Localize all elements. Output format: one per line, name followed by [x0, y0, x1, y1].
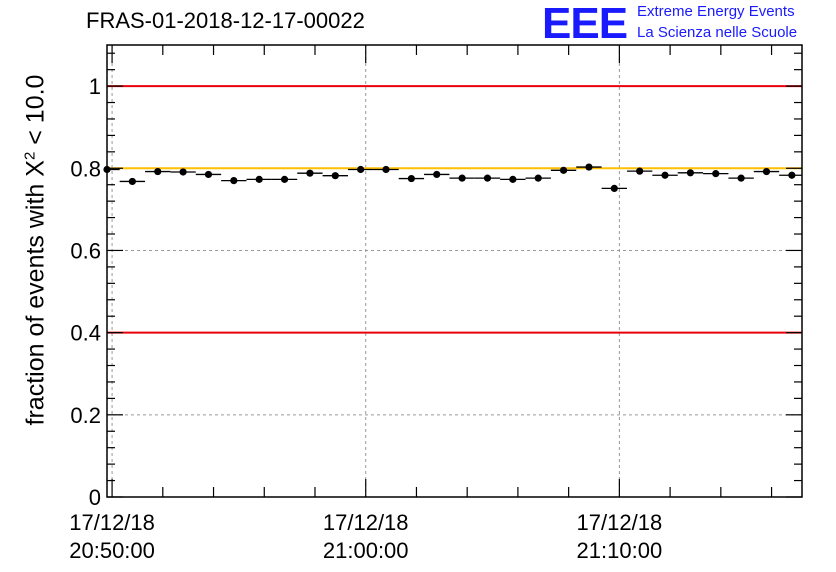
data-point-21	[636, 167, 644, 175]
data-point-13	[433, 170, 441, 179]
data-point-23	[686, 169, 694, 177]
data-point-20	[610, 184, 618, 193]
y-tick-label-3: 0.6	[70, 238, 101, 263]
data-point-5	[230, 177, 238, 185]
data-point-7	[280, 175, 289, 183]
data-point-15	[483, 174, 492, 182]
data-point-4	[204, 170, 213, 179]
data-point-1	[128, 177, 136, 186]
logo-text-line-1: Extreme Energy Events	[637, 3, 795, 20]
y-tick-label-0: 0	[89, 485, 101, 510]
data-point-9	[331, 172, 339, 180]
x-tick-date-label-0: 17/12/18	[69, 510, 155, 535]
data-point-22	[661, 171, 669, 179]
eee-logo: EEE	[542, 0, 628, 48]
x-tick-time-label-2: 21:10:00	[577, 538, 663, 563]
data-point-12	[407, 174, 415, 183]
x-tick-date-label-1: 17/12/18	[323, 510, 409, 535]
data-point-2	[154, 167, 162, 176]
x-tick-time-label-1: 21:00:00	[323, 538, 409, 563]
y-tick-label-4: 0.8	[70, 156, 101, 181]
data-point-19	[585, 163, 593, 171]
data-point-27	[788, 171, 796, 179]
data-point-8	[306, 169, 314, 177]
data-point-18	[559, 166, 568, 174]
data-point-25	[737, 174, 745, 182]
data-point-6	[255, 175, 263, 183]
plot-frame	[106, 44, 803, 498]
chart-title: FRAS-01-2018-12-17-00022	[86, 8, 365, 33]
y-tick-label-2: 0.4	[70, 321, 101, 346]
data-point-16	[509, 175, 517, 183]
x-tick-date-label-2: 17/12/18	[577, 510, 663, 535]
x-tick-time-label-0: 20:50:00	[69, 538, 155, 563]
data-point-26	[762, 167, 771, 176]
data-point-17	[534, 174, 542, 182]
data-point-24	[712, 170, 720, 178]
data-point-11	[382, 165, 390, 174]
y-tick-label-1: 0.2	[70, 403, 101, 428]
data-point-14	[458, 174, 466, 182]
data-point-10	[357, 165, 365, 174]
data-point-3	[179, 168, 187, 176]
logo-text-line-2: La Scienza nelle Scuole	[637, 24, 798, 41]
y-tick-label-5: 1	[89, 74, 101, 99]
